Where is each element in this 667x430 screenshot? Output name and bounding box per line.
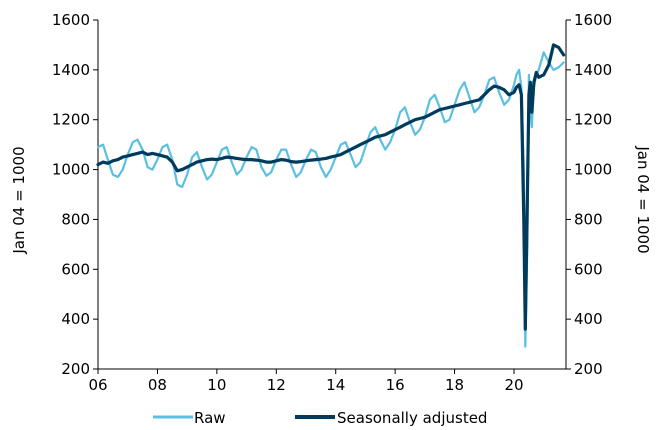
right-y-tick-label: 200 [574,360,603,378]
x-tick-label: 10 [207,376,226,394]
series-line-seasonally-adjusted [96,43,566,331]
x-ticks: 06 08 10 12 14 16 18 20 [88,369,524,394]
right-y-tick-label: 400 [574,310,603,328]
x-tick-label: 14 [326,376,345,394]
legend-label-raw: Raw [194,409,226,427]
x-tick-label: 12 [267,376,286,394]
right-y-tick-label: 800 [574,210,603,228]
left-y-ticks: 200 400 600 800 1000 1200 1400 1600 [52,11,98,378]
right-y-ticks: 200 400 600 800 1000 1200 1400 1600 [566,11,612,378]
left-y-tick-label: 1400 [52,61,90,79]
left-y-tick-label: 1200 [52,111,90,129]
series-line-raw [96,51,565,348]
left-y-tick-label: 200 [61,360,90,378]
x-tick-label: 06 [88,376,107,394]
left-y-tick-label: 1600 [52,11,90,29]
left-y-tick-label: 400 [61,310,90,328]
right-y-axis-label: Jan 04 = 1000 [634,145,652,253]
right-y-tick-label: 1600 [574,11,612,29]
right-y-tick-label: 1400 [574,61,612,79]
series-layer [96,43,566,348]
left-y-axis-label: Jan 04 = 1000 [10,146,28,254]
right-y-tick-label: 1200 [574,111,612,129]
left-y-tick-label: 800 [61,210,90,228]
right-y-tick-label: 1000 [574,161,612,179]
left-y-tick-label: 1000 [52,161,90,179]
x-tick-label: 16 [386,376,405,394]
right-y-tick-label: 600 [574,260,603,278]
x-tick-label: 20 [504,376,523,394]
legend: Raw Seasonally adjusted [153,409,487,427]
x-tick-label: 18 [445,376,464,394]
x-tick-label: 08 [148,376,167,394]
legend-label-seasonally-adjusted: Seasonally adjusted [337,409,487,427]
left-y-tick-label: 600 [61,260,90,278]
